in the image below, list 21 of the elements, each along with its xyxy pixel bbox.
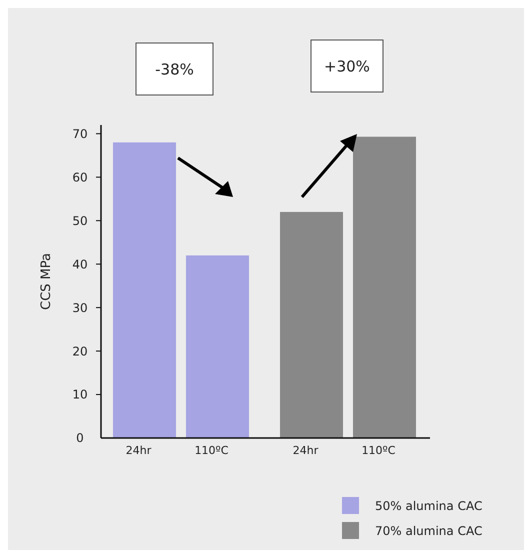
legend-label: 70% alumina CAC [375,524,482,538]
text: -38% [155,60,194,78]
y-tick-label: 20 [72,344,88,358]
y-tick-label: 40 [72,257,88,272]
y-tick-label: 0 [76,431,84,446]
y-tick-label: 60 [72,170,88,184]
x-tick-label: 24hr [126,444,152,457]
y-tick-label: 50 [72,214,88,228]
y-axis-title: CCS MPa [39,253,54,310]
y-tick-label: 70 [72,126,88,141]
legend-label: 50% alumina CAC [375,499,482,514]
y-tick-label: 10 [72,388,88,402]
bar [280,212,343,438]
x-tick-label: 110ºC [194,444,229,457]
x-tick-label: 24hr [292,444,319,457]
x-tick-label: 110ºC [362,444,396,457]
bar [113,142,176,438]
bar [186,255,249,438]
text: +30% [324,57,370,76]
bar [353,136,416,438]
y-tick-label: 30 [72,300,88,315]
